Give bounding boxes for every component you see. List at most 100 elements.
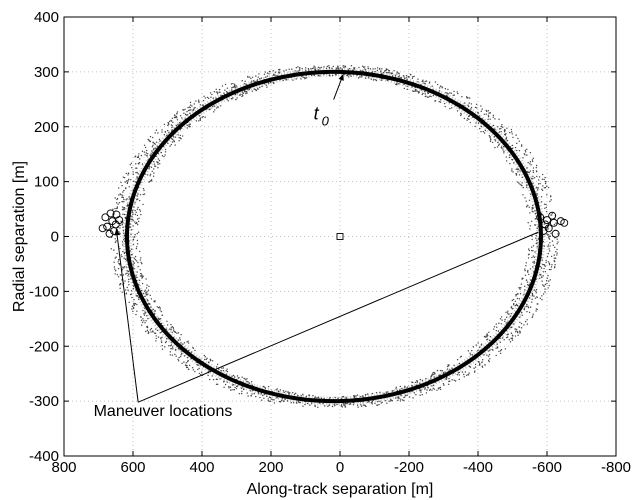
scatter-point [144, 146, 147, 149]
scatter-point [548, 268, 551, 271]
scatter-point [152, 141, 154, 144]
scatter-point [379, 391, 381, 394]
scatter-point [362, 404, 365, 406]
scatter-point [530, 177, 533, 180]
scatter-point [274, 74, 276, 77]
scatter-point [535, 310, 537, 312]
scatter-point [422, 92, 424, 95]
scatter-point [204, 116, 206, 118]
scatter-point [194, 106, 196, 109]
scatter-point [525, 279, 528, 281]
scatter-point [129, 226, 132, 228]
scatter-point [197, 368, 199, 371]
scatter-point [488, 112, 490, 114]
scatter-point [383, 392, 385, 395]
scatter-point [524, 154, 526, 156]
scatter-point [170, 328, 172, 331]
scatter-point [167, 122, 170, 125]
scatter-point [541, 299, 543, 301]
scatter-point [183, 342, 186, 344]
scatter-point [359, 76, 361, 78]
scatter-point [403, 83, 405, 86]
scatter-point [496, 326, 498, 328]
scatter-point [355, 395, 357, 397]
scatter-point [149, 136, 152, 138]
scatter-point [528, 311, 531, 314]
scatter-point [181, 362, 183, 364]
scatter-point [160, 337, 162, 339]
scatter-point [498, 322, 500, 324]
scatter-point [419, 382, 421, 385]
scatter-point [257, 391, 260, 394]
scatter-point [148, 140, 151, 142]
scatter-point [407, 76, 410, 78]
scatter-point [270, 398, 273, 400]
scatter-point [135, 275, 137, 277]
scatter-point [122, 250, 124, 253]
scatter-point [161, 336, 163, 338]
scatter-point [362, 395, 364, 397]
scatter-point [125, 187, 127, 190]
scatter-point [157, 158, 160, 160]
scatter-point [119, 227, 121, 229]
scatter-point [538, 176, 541, 178]
scatter-point [437, 387, 440, 390]
scatter-point [131, 211, 134, 213]
scatter-point [510, 326, 512, 329]
scatter-point [157, 336, 160, 338]
scatter-point [151, 145, 154, 148]
scatter-point [187, 109, 190, 112]
scatter-point [301, 67, 303, 70]
scatter-point [160, 331, 163, 333]
scatter-point [299, 68, 301, 70]
scatter-point [128, 196, 130, 198]
scatter-point [353, 68, 356, 70]
scatter-point [513, 323, 515, 325]
scatter-point [241, 376, 243, 378]
scatter-point [141, 321, 144, 323]
scatter-point [126, 286, 128, 289]
scatter-point [122, 274, 125, 276]
scatter-point [192, 369, 195, 371]
scatter-point [398, 73, 400, 75]
scatter-point [222, 369, 225, 372]
scatter-point [316, 397, 318, 399]
scatter-point [550, 196, 552, 198]
scatter-point [487, 355, 490, 357]
scatter-point [493, 328, 495, 330]
scatter-point [251, 393, 253, 395]
scatter-point [535, 288, 538, 291]
scatter-point [328, 65, 330, 67]
scatter-point [481, 108, 483, 110]
scatter-point [196, 364, 198, 366]
scatter-point [453, 94, 455, 96]
scatter-point [198, 100, 200, 103]
scatter-point [550, 255, 553, 258]
t0-label: t [314, 104, 320, 124]
scatter-point [135, 171, 137, 174]
scatter-point [131, 296, 133, 299]
scatter-point [164, 346, 166, 348]
scatter-point [136, 295, 138, 297]
scatter-point [210, 96, 212, 98]
scatter-point [523, 324, 525, 326]
scatter-point [115, 256, 117, 258]
scatter-point [166, 320, 168, 322]
scatter-point [525, 262, 527, 264]
scatter-point [122, 176, 125, 178]
scatter-point [514, 328, 516, 330]
scatter-point [115, 202, 118, 204]
scatter-point [451, 367, 453, 370]
scatter-point [179, 121, 181, 124]
scatter-point [275, 389, 277, 391]
scatter-point [148, 285, 150, 288]
scatter-point [424, 83, 426, 85]
scatter-point [169, 145, 171, 147]
scatter-point [139, 194, 142, 196]
scatter-point [488, 353, 491, 356]
scatter-point [535, 234, 537, 237]
scatter-point [444, 105, 446, 108]
scatter-point [127, 275, 129, 277]
scatter-point [180, 353, 182, 356]
scatter-point [543, 267, 545, 270]
